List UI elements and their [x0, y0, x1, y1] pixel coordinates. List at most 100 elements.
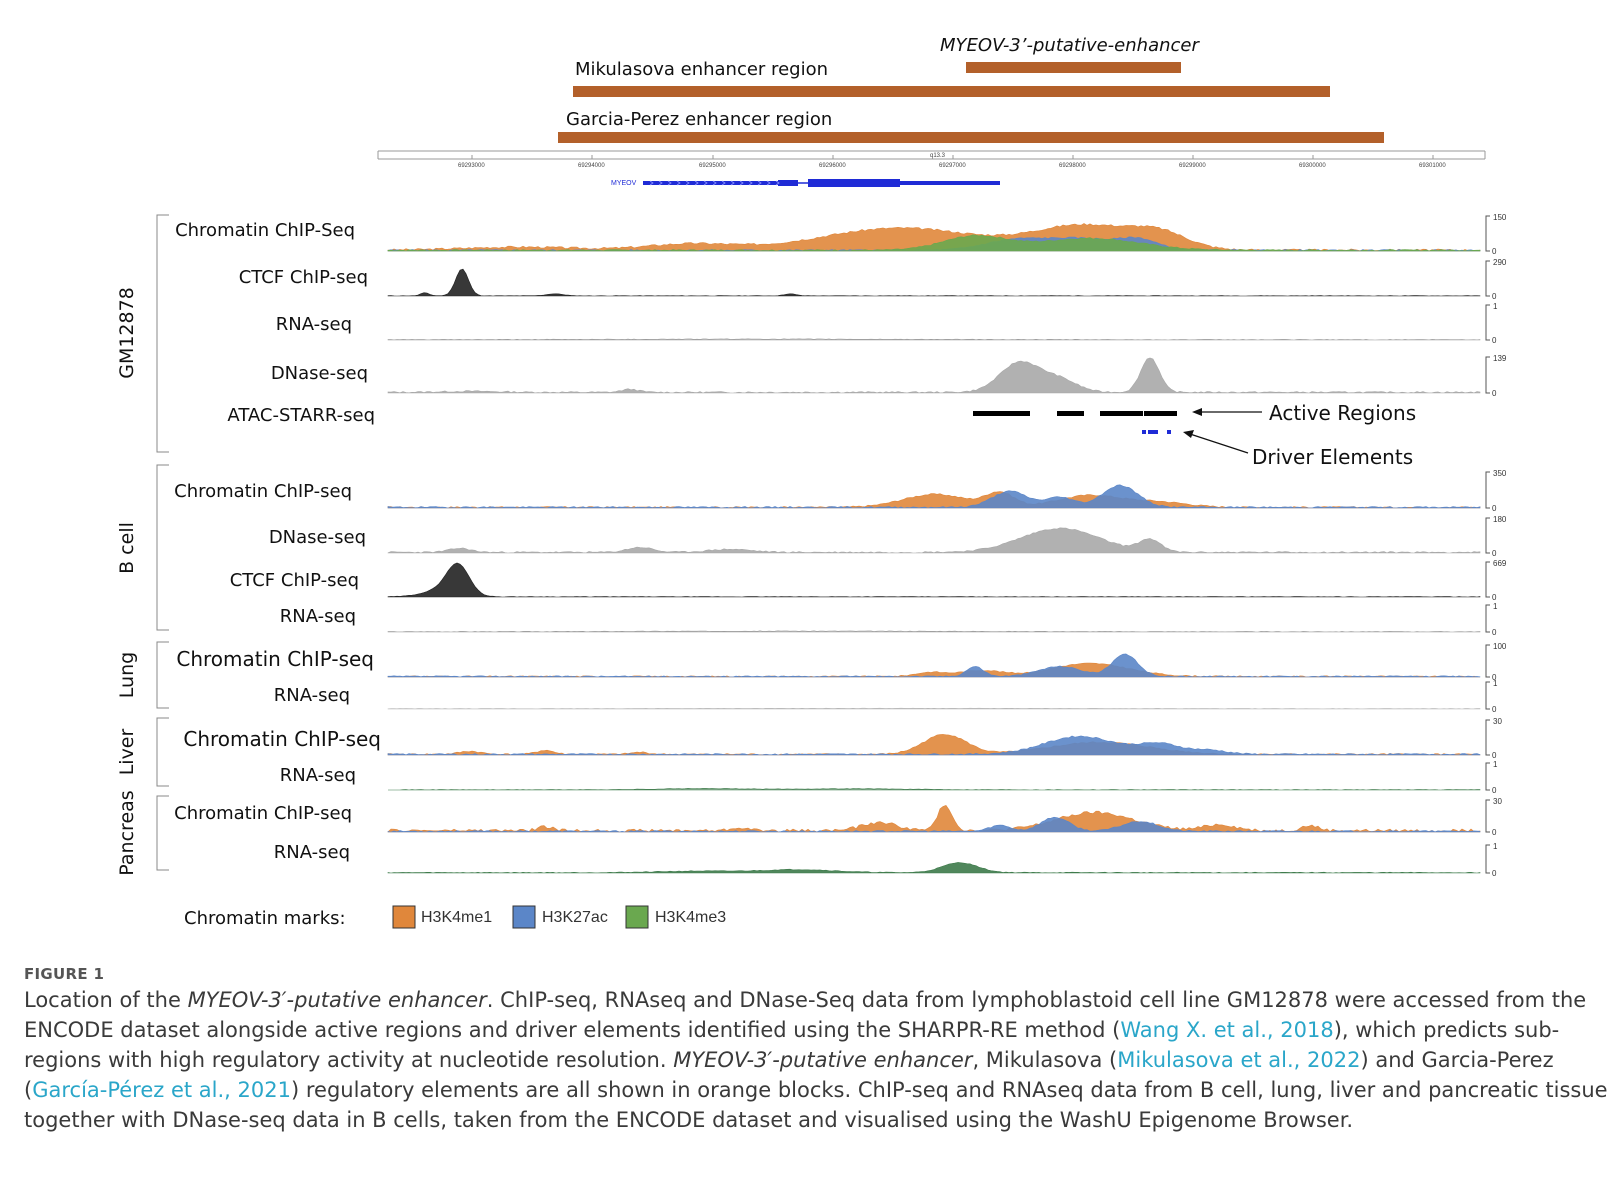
caption-part: ) and Garcia-Perez ( — [24, 1048, 1554, 1102]
figure-svg: MYEOV-3’-putative-enhancer Mikulasova en… — [116, 35, 1507, 929]
track-label: RNA-seq — [274, 842, 350, 863]
caption-part: Location of the — [24, 988, 188, 1012]
caption-italic: MYEOV-3′-putative enhancer — [673, 1048, 973, 1072]
legend-label-h3k27ac: H3K27ac — [542, 909, 608, 926]
ruler-tick-label: 69296000 — [819, 163, 846, 169]
atac-starr-driver-elements — [1142, 430, 1171, 434]
scale-min-label: 0 — [1492, 628, 1497, 637]
scale-min-label: 0 — [1492, 292, 1497, 301]
scale-bar — [1485, 260, 1490, 297]
ruler-tick-label: 69297000 — [939, 163, 966, 169]
scale-min-label: 0 — [1492, 705, 1497, 714]
scale-max-label: 1 — [1493, 679, 1498, 688]
track-label: Chromatin ChIP-seq — [174, 803, 352, 824]
signal-gm12878-h3k4me3 — [387, 234, 1481, 252]
mikulasova-bar — [573, 86, 1330, 97]
scale-bar — [1485, 471, 1490, 509]
atac-starr-active-regions — [973, 411, 1177, 416]
scale-max-label: 350 — [1493, 469, 1507, 478]
scale-max-label: 1 — [1493, 302, 1498, 311]
scale-min-label: 0 — [1492, 549, 1497, 558]
driver-elements-annotation: Driver Elements — [1183, 430, 1413, 469]
signal-lung-h3k27ac — [387, 653, 1481, 678]
gene-track-myeov: MYEOV — [611, 179, 1000, 187]
signal-gm12878-dnase — [387, 357, 1481, 394]
track-label: RNA-seq — [274, 685, 350, 706]
active-regions-annotation: Active Regions — [1192, 401, 1416, 425]
caption-part: . ChIP-seq, RNAseq and DNase-Seq data fr… — [24, 988, 1587, 1042]
track-label: RNA-seq — [280, 606, 356, 627]
scale-max-label: 30 — [1493, 717, 1502, 726]
caption-part: , Mikulasova ( — [972, 1048, 1118, 1072]
scale-min-label: 0 — [1492, 389, 1497, 398]
track-label: RNA-seq — [280, 765, 356, 786]
track-label: Chromatin ChIP-Seq — [175, 220, 355, 241]
scale-max-label: 669 — [1493, 559, 1507, 568]
ruler-tick-label: 69300000 — [1299, 163, 1326, 169]
scale-bar — [1485, 304, 1490, 341]
scale-min-label: 0 — [1492, 504, 1497, 513]
caption-italic: MYEOV-3′-putative enhancer — [187, 988, 487, 1012]
caption-text: Location of the MYEOV-3′-putative enhanc… — [24, 985, 1614, 1135]
legend-label-h3k4me1: H3K4me1 — [421, 909, 492, 926]
scale-max-label: 1 — [1493, 602, 1498, 611]
scale-bar — [1485, 719, 1490, 756]
track-label: DNase-seq — [271, 363, 368, 384]
ruler-band-label: q13.3 — [930, 153, 946, 159]
legend-swatch-h3k27ac — [512, 905, 536, 929]
caption-part: ) regulatory elements are all shown in o… — [24, 1078, 1608, 1132]
ruler-tick-label: 69299000 — [1179, 163, 1206, 169]
scale-max-label: 139 — [1493, 354, 1507, 363]
group-bracket — [156, 214, 169, 453]
citation-link-mikulasova[interactable]: Mikulasova et al., 2022 — [1117, 1048, 1361, 1072]
chromatin-marks-legend: Chromatin marks: H3K4me1 H3K27ac H3K4me3 — [184, 905, 726, 929]
group-name: GM12878 — [116, 287, 138, 379]
signal-lung-h3k4me1 — [387, 662, 1481, 678]
signal-pancreas-rna — [387, 862, 1481, 874]
signal-bcell-ctcf — [387, 562, 1481, 598]
track-label: ATAC-STARR-seq — [227, 405, 375, 426]
scale-min-label: 0 — [1492, 751, 1497, 760]
scale-min-label: 0 — [1492, 673, 1497, 682]
scale-bar — [1485, 844, 1490, 874]
legend-title: Chromatin marks: — [184, 908, 346, 929]
citation-link-wang[interactable]: Wang X. et al., 2018 — [1120, 1018, 1334, 1042]
scale-bar — [1485, 681, 1490, 710]
figure-number: FIGURE 1 — [24, 965, 105, 983]
ruler-tick-label: 69294000 — [578, 163, 605, 169]
garcia-perez-bar — [558, 132, 1384, 143]
scale-min-label: 0 — [1492, 869, 1497, 878]
scale-max-label: 150 — [1493, 213, 1507, 222]
scale-max-label: 1 — [1493, 842, 1498, 851]
ruler-tick-label: 69295000 — [699, 163, 726, 169]
signal-bcell-rna — [387, 630, 1481, 633]
track-label: Chromatin ChIP-seq — [183, 727, 381, 751]
group-bracket — [156, 717, 169, 787]
legend-label-h3k4me3: H3K4me3 — [655, 909, 726, 926]
scale-min-label: 0 — [1492, 247, 1497, 256]
signal-gm12878-ctcf — [387, 268, 1481, 297]
ruler-tick-label: 69293000 — [458, 163, 485, 169]
gene-name: MYEOV — [611, 180, 637, 187]
track-label: Chromatin ChIP-seq — [176, 647, 374, 671]
scale-bar — [1485, 517, 1490, 554]
signal-bcell-dnase — [387, 527, 1481, 554]
signal-bcell-h3k4me1 — [387, 491, 1481, 509]
signal-gm12878-rna — [387, 338, 1481, 341]
scale-bar — [1485, 799, 1490, 833]
figure-panel: MYEOV-3’-putative-enhancer Mikulasova en… — [116, 35, 1507, 929]
genome-ruler: q13.3 69293000 69294000 69295000 69296000 69… — [377, 150, 1486, 169]
scale-min-label: 0 — [1492, 336, 1497, 345]
track-label: DNase-seq — [269, 527, 366, 548]
group-name: Liver — [116, 729, 138, 776]
scale-bar — [1485, 644, 1490, 678]
citation-link-garcia-perez[interactable]: García-Pérez et al., 2021 — [32, 1078, 291, 1102]
group-bracket — [156, 641, 169, 709]
scale-min-label: 0 — [1492, 828, 1497, 837]
scale-max-label: 30 — [1493, 797, 1502, 806]
track-label: Chromatin ChIP-seq — [174, 481, 352, 502]
signal-liver-h3k4me1 — [387, 734, 1481, 756]
legend-swatch-h3k4me3 — [625, 905, 649, 929]
scale-bar — [1485, 561, 1490, 598]
scale-bar — [1485, 604, 1490, 633]
